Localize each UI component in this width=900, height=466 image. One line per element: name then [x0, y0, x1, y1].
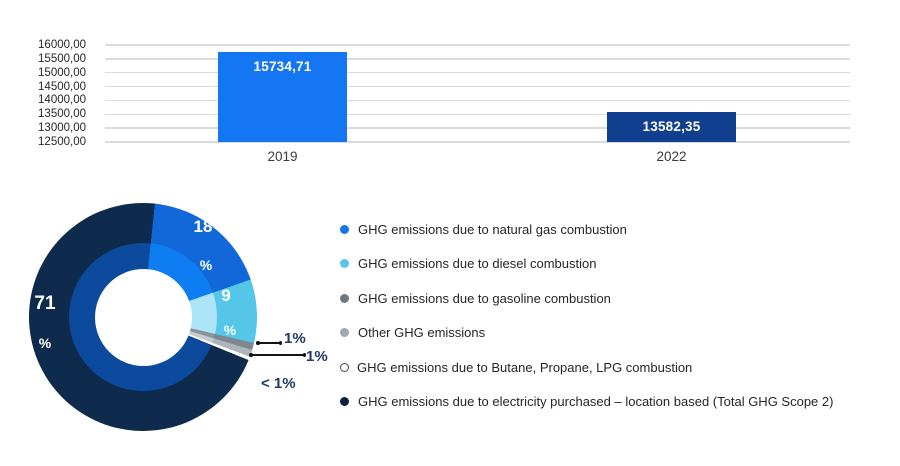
legend-label: Other GHG emissions: [358, 325, 486, 340]
donut-label-diesel-value: 9: [221, 286, 231, 305]
gridline: [105, 85, 850, 88]
y-axis-tick-label: 13000,00: [38, 122, 86, 135]
callout-other: 1%: [306, 348, 328, 365]
legend-item: GHG emissions due to natural gas combust…: [340, 219, 833, 239]
donut-label-natural-gas-value: 18: [193, 217, 213, 236]
y-axis-tick-label: 14000,00: [38, 94, 86, 107]
callout-lpg: < 1%: [261, 375, 296, 392]
legend-marker-icon: [340, 397, 349, 406]
donut-chart: 18 % 9 % 71 %: [29, 203, 257, 431]
x-axis-category-label: 2019: [267, 149, 298, 164]
callout-gasoline: 1%: [284, 330, 306, 347]
legend-marker-icon: [340, 224, 349, 234]
gridline: [105, 113, 850, 116]
bar-2022: 13582,35: [607, 112, 736, 142]
gridline: [105, 141, 850, 143]
legend-marker-icon: [340, 362, 349, 372]
leader-line-other: [249, 353, 306, 356]
donut-legend: GHG emissions due to natural gas combust…: [340, 219, 833, 426]
gridline: [105, 58, 850, 60]
legend-item: Other GHG emissions: [340, 323, 833, 343]
legend-item: GHG emissions due to Butane, Propane, LP…: [340, 357, 833, 377]
legend-marker-icon: [340, 259, 349, 268]
gridline: [105, 71, 850, 74]
leader-line-gasoline: [256, 341, 282, 344]
legend-label: GHG emissions due to diesel combustion: [358, 256, 597, 271]
gridline: [105, 127, 850, 129]
x-axis-category-label: 2022: [656, 149, 687, 164]
donut-label-natural-gas-pct: %: [199, 257, 213, 273]
gridline: [105, 44, 850, 46]
legend-item: GHG emissions due to diesel combustion: [340, 254, 833, 274]
donut-hole: [94, 268, 192, 366]
legend-marker-icon: [340, 293, 349, 303]
legend-label: GHG emissions due to gasoline combustion: [358, 290, 611, 306]
legend-marker-icon: [340, 328, 349, 337]
bar-2019: 15734,71: [218, 52, 347, 142]
donut-label-diesel-pct: %: [223, 322, 237, 338]
legend-label: GHG emissions due to electricity purchas…: [358, 394, 834, 409]
donut-label-electricity-value: 71: [34, 293, 56, 314]
legend-item: GHG emissions due to electricity purchas…: [340, 392, 833, 412]
y-axis-tick-label: 16000,00: [38, 39, 86, 51]
legend-label: GHG emissions due to natural gas combust…: [358, 221, 627, 237]
y-axis-tick-label: 15500,00: [38, 52, 86, 65]
y-axis-tick-label: 14500,00: [38, 80, 86, 93]
y-axis-tick-label: 15000,00: [38, 66, 86, 79]
y-axis-tick-label: 12500,00: [38, 136, 86, 148]
bar-value-label: 15734,71: [253, 59, 312, 75]
legend-item: GHG emissions due to gasoline combustion: [340, 288, 833, 308]
bar-value-label: 13582,35: [642, 119, 701, 134]
legend-label: GHG emissions due to Butane, Propane, LP…: [357, 359, 693, 375]
donut-label-electricity-pct: %: [38, 335, 52, 351]
gridline: [105, 99, 850, 102]
y-axis-tick-label: 13500,00: [38, 108, 86, 121]
